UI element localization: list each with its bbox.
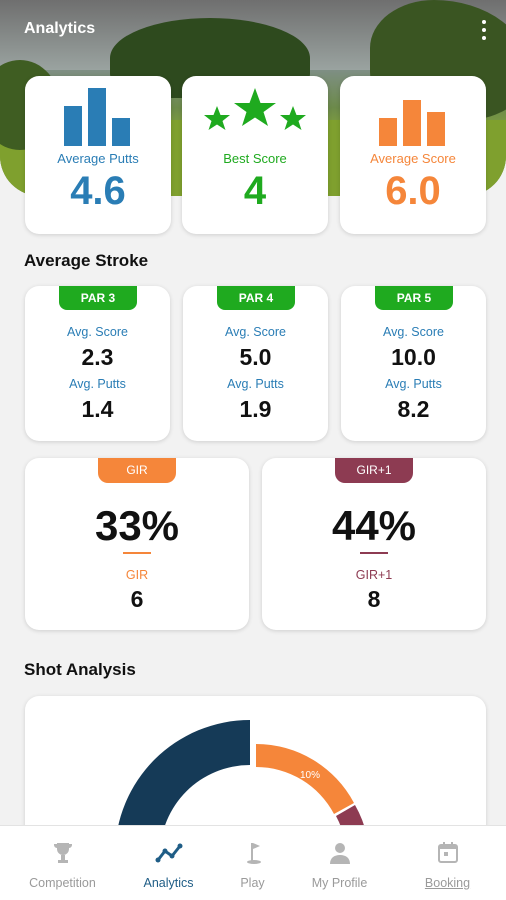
- avg-score-label: Avg. Score: [383, 325, 444, 339]
- nav-booking[interactable]: Booking: [397, 826, 498, 900]
- person-icon: [330, 843, 350, 864]
- gir-count: 6: [130, 586, 144, 612]
- avg-putts-value: 1.4: [81, 396, 114, 422]
- par-tag: PAR 5: [375, 286, 453, 310]
- slice-label: 10%: [300, 770, 320, 781]
- gir-plus-one-tag: GIR+1: [335, 458, 413, 483]
- divider: [360, 552, 388, 554]
- page-title: Analytics: [24, 20, 96, 37]
- nav-analytics[interactable]: Analytics: [118, 826, 219, 900]
- avg-score-value: 5.0: [239, 344, 272, 370]
- nav-label: Analytics: [143, 876, 194, 890]
- gir-label: GIR: [125, 568, 149, 582]
- golf-flag-icon: [247, 843, 261, 864]
- stat-value: 6.0: [385, 169, 441, 213]
- stat-label: Average Putts: [57, 151, 139, 166]
- stat-value: 4.6: [70, 169, 126, 213]
- stars-icon-graphic: [204, 88, 306, 130]
- avg-score-label: Avg. Score: [67, 325, 128, 339]
- nav-play[interactable]: Play: [202, 826, 303, 900]
- stat-label: Best Score: [223, 151, 287, 166]
- par-3-card: PAR 3 Avg. Score 2.3 Avg. Putts 1.4: [25, 286, 170, 441]
- bottom-navigation: Competition Analytics Play My Profile: [0, 825, 506, 900]
- bar-chart-icon: [64, 88, 132, 146]
- avg-putts-label: Avg. Putts: [385, 377, 442, 391]
- bar-chart-icon: [379, 88, 447, 146]
- gir-percent: 33%: [94, 502, 180, 549]
- avg-putts-label: Avg. Putts: [227, 377, 284, 391]
- nav-my-profile[interactable]: My Profile: [289, 826, 390, 900]
- top-app-bar: Analytics: [0, 0, 506, 60]
- avg-score-label: Avg. Score: [225, 325, 286, 339]
- shot-analysis-title: Shot Analysis: [24, 660, 136, 679]
- par-tag: PAR 4: [217, 286, 295, 310]
- nav-label: Booking: [424, 876, 471, 890]
- gir-tag: GIR: [98, 458, 176, 483]
- par-tag: PAR 3: [59, 286, 137, 310]
- nav-label: Play: [240, 876, 265, 890]
- average-stroke-title: Average Stroke: [24, 251, 149, 270]
- avg-putts-value: 1.9: [239, 396, 272, 422]
- best-score-card: Best Score 4: [182, 76, 328, 234]
- gir-plus-one-label: GIR+1: [355, 568, 393, 582]
- gir-card: GIR 33% GIR 6: [25, 458, 249, 630]
- avg-putts-label: Avg. Putts: [69, 377, 126, 391]
- nav-label: Competition: [29, 876, 96, 890]
- calendar-icon: [438, 842, 458, 863]
- nav-label: My Profile: [311, 876, 368, 890]
- average-putts-card: Average Putts 4.6: [25, 76, 171, 234]
- avg-score-value: 10.0: [391, 344, 436, 370]
- gir-plus-one-percent: 44%: [331, 502, 417, 549]
- nav-competition[interactable]: Competition: [12, 826, 113, 900]
- average-score-card: Average Score 6.0: [340, 76, 486, 234]
- gir-plus-one-count: 8: [367, 586, 381, 612]
- trend-line-icon: [155, 843, 183, 863]
- gir-plus-one-card: GIR+1 44% GIR+1 8: [262, 458, 486, 630]
- avg-putts-value: 8.2: [397, 396, 430, 422]
- par-4-card: PAR 4 Avg. Score 5.0 Avg. Putts 1.9: [183, 286, 328, 441]
- stat-value: 4: [243, 169, 267, 213]
- divider: [123, 552, 151, 554]
- more-vert-icon[interactable]: [480, 20, 488, 42]
- stat-label: Average Score: [370, 151, 456, 166]
- donut-slice-orange: [256, 744, 354, 814]
- avg-score-value: 2.3: [81, 344, 114, 370]
- par-5-card: PAR 5 Avg. Score 10.0 Avg. Putts 8.2: [341, 286, 486, 441]
- trophy-icon: [54, 843, 72, 863]
